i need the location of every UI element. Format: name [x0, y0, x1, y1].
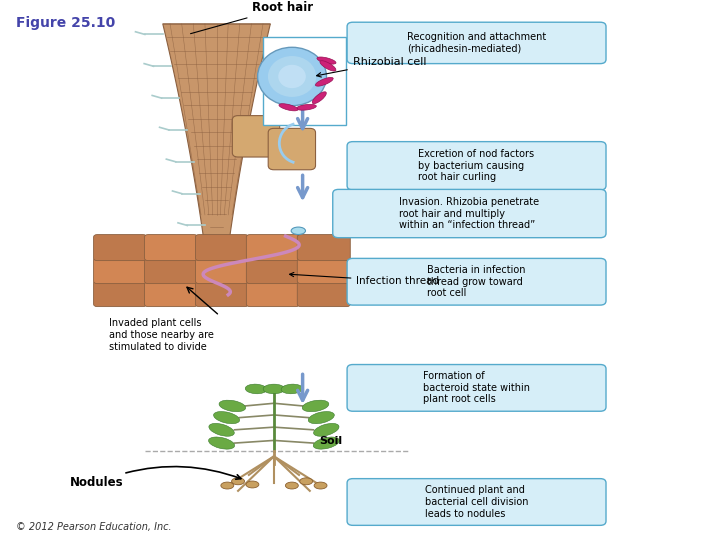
FancyBboxPatch shape [347, 364, 606, 411]
FancyBboxPatch shape [297, 234, 351, 261]
Ellipse shape [317, 57, 336, 64]
FancyBboxPatch shape [246, 281, 300, 307]
Ellipse shape [285, 482, 298, 489]
Ellipse shape [314, 423, 339, 436]
Text: Rhizobial cell: Rhizobial cell [317, 57, 426, 77]
Polygon shape [163, 24, 270, 241]
Text: Nodules: Nodules [70, 467, 241, 489]
Text: Recognition and attachment
(rhicadhesin-mediated): Recognition and attachment (rhicadhesin-… [407, 32, 546, 53]
Text: Continued plant and
bacterial cell division
leads to nodules: Continued plant and bacterial cell divis… [425, 485, 528, 518]
Ellipse shape [278, 65, 306, 88]
Ellipse shape [313, 437, 339, 449]
FancyBboxPatch shape [268, 129, 315, 170]
FancyBboxPatch shape [145, 281, 197, 307]
FancyBboxPatch shape [297, 281, 351, 307]
Text: Bacteria in infection
thread grow toward
root cell: Bacteria in infection thread grow toward… [427, 265, 526, 298]
Text: Excretion of nod factors
by bacterium causing
root hair curling: Excretion of nod factors by bacterium ca… [418, 149, 535, 183]
Ellipse shape [315, 77, 333, 86]
Text: © 2012 Pearson Education, Inc.: © 2012 Pearson Education, Inc. [16, 522, 171, 532]
Ellipse shape [308, 411, 334, 424]
Ellipse shape [232, 478, 245, 485]
FancyBboxPatch shape [145, 258, 197, 284]
FancyBboxPatch shape [347, 141, 606, 190]
Text: Soil: Soil [320, 436, 343, 446]
FancyBboxPatch shape [347, 22, 606, 64]
Ellipse shape [246, 384, 266, 394]
FancyBboxPatch shape [246, 234, 300, 261]
Ellipse shape [209, 437, 235, 449]
Text: Invasion. Rhizobia penetrate
root hair and multiply
within an “infection thread”: Invasion. Rhizobia penetrate root hair a… [400, 197, 539, 230]
FancyBboxPatch shape [94, 258, 147, 284]
FancyBboxPatch shape [195, 234, 248, 261]
Ellipse shape [246, 481, 259, 488]
FancyBboxPatch shape [347, 258, 606, 305]
Ellipse shape [281, 384, 302, 394]
Ellipse shape [258, 48, 326, 106]
FancyBboxPatch shape [233, 116, 279, 157]
FancyBboxPatch shape [195, 281, 248, 307]
FancyBboxPatch shape [195, 258, 248, 284]
Text: Figure 25.10: Figure 25.10 [16, 16, 115, 30]
FancyBboxPatch shape [264, 37, 346, 125]
FancyBboxPatch shape [246, 258, 300, 284]
Ellipse shape [264, 384, 284, 394]
Ellipse shape [221, 482, 234, 489]
Ellipse shape [312, 92, 326, 104]
FancyBboxPatch shape [347, 478, 606, 525]
Ellipse shape [214, 411, 240, 424]
FancyBboxPatch shape [94, 281, 147, 307]
FancyBboxPatch shape [333, 190, 606, 238]
Text: Formation of
bacteroid state within
plant root cells: Formation of bacteroid state within plan… [423, 372, 530, 404]
Text: Invaded plant cells
and those nearby are
stimulated to divide: Invaded plant cells and those nearby are… [109, 319, 214, 352]
Ellipse shape [302, 400, 329, 411]
FancyBboxPatch shape [145, 234, 197, 261]
FancyBboxPatch shape [94, 234, 147, 261]
Ellipse shape [268, 56, 316, 97]
Ellipse shape [279, 104, 298, 111]
Ellipse shape [314, 482, 327, 489]
FancyBboxPatch shape [297, 258, 351, 284]
Ellipse shape [300, 478, 312, 485]
Ellipse shape [297, 104, 316, 110]
Ellipse shape [219, 400, 246, 411]
Ellipse shape [320, 60, 336, 71]
Text: Infection thread: Infection thread [289, 273, 439, 286]
Text: Root hair: Root hair [191, 2, 313, 33]
Ellipse shape [209, 423, 234, 436]
Ellipse shape [291, 227, 305, 234]
